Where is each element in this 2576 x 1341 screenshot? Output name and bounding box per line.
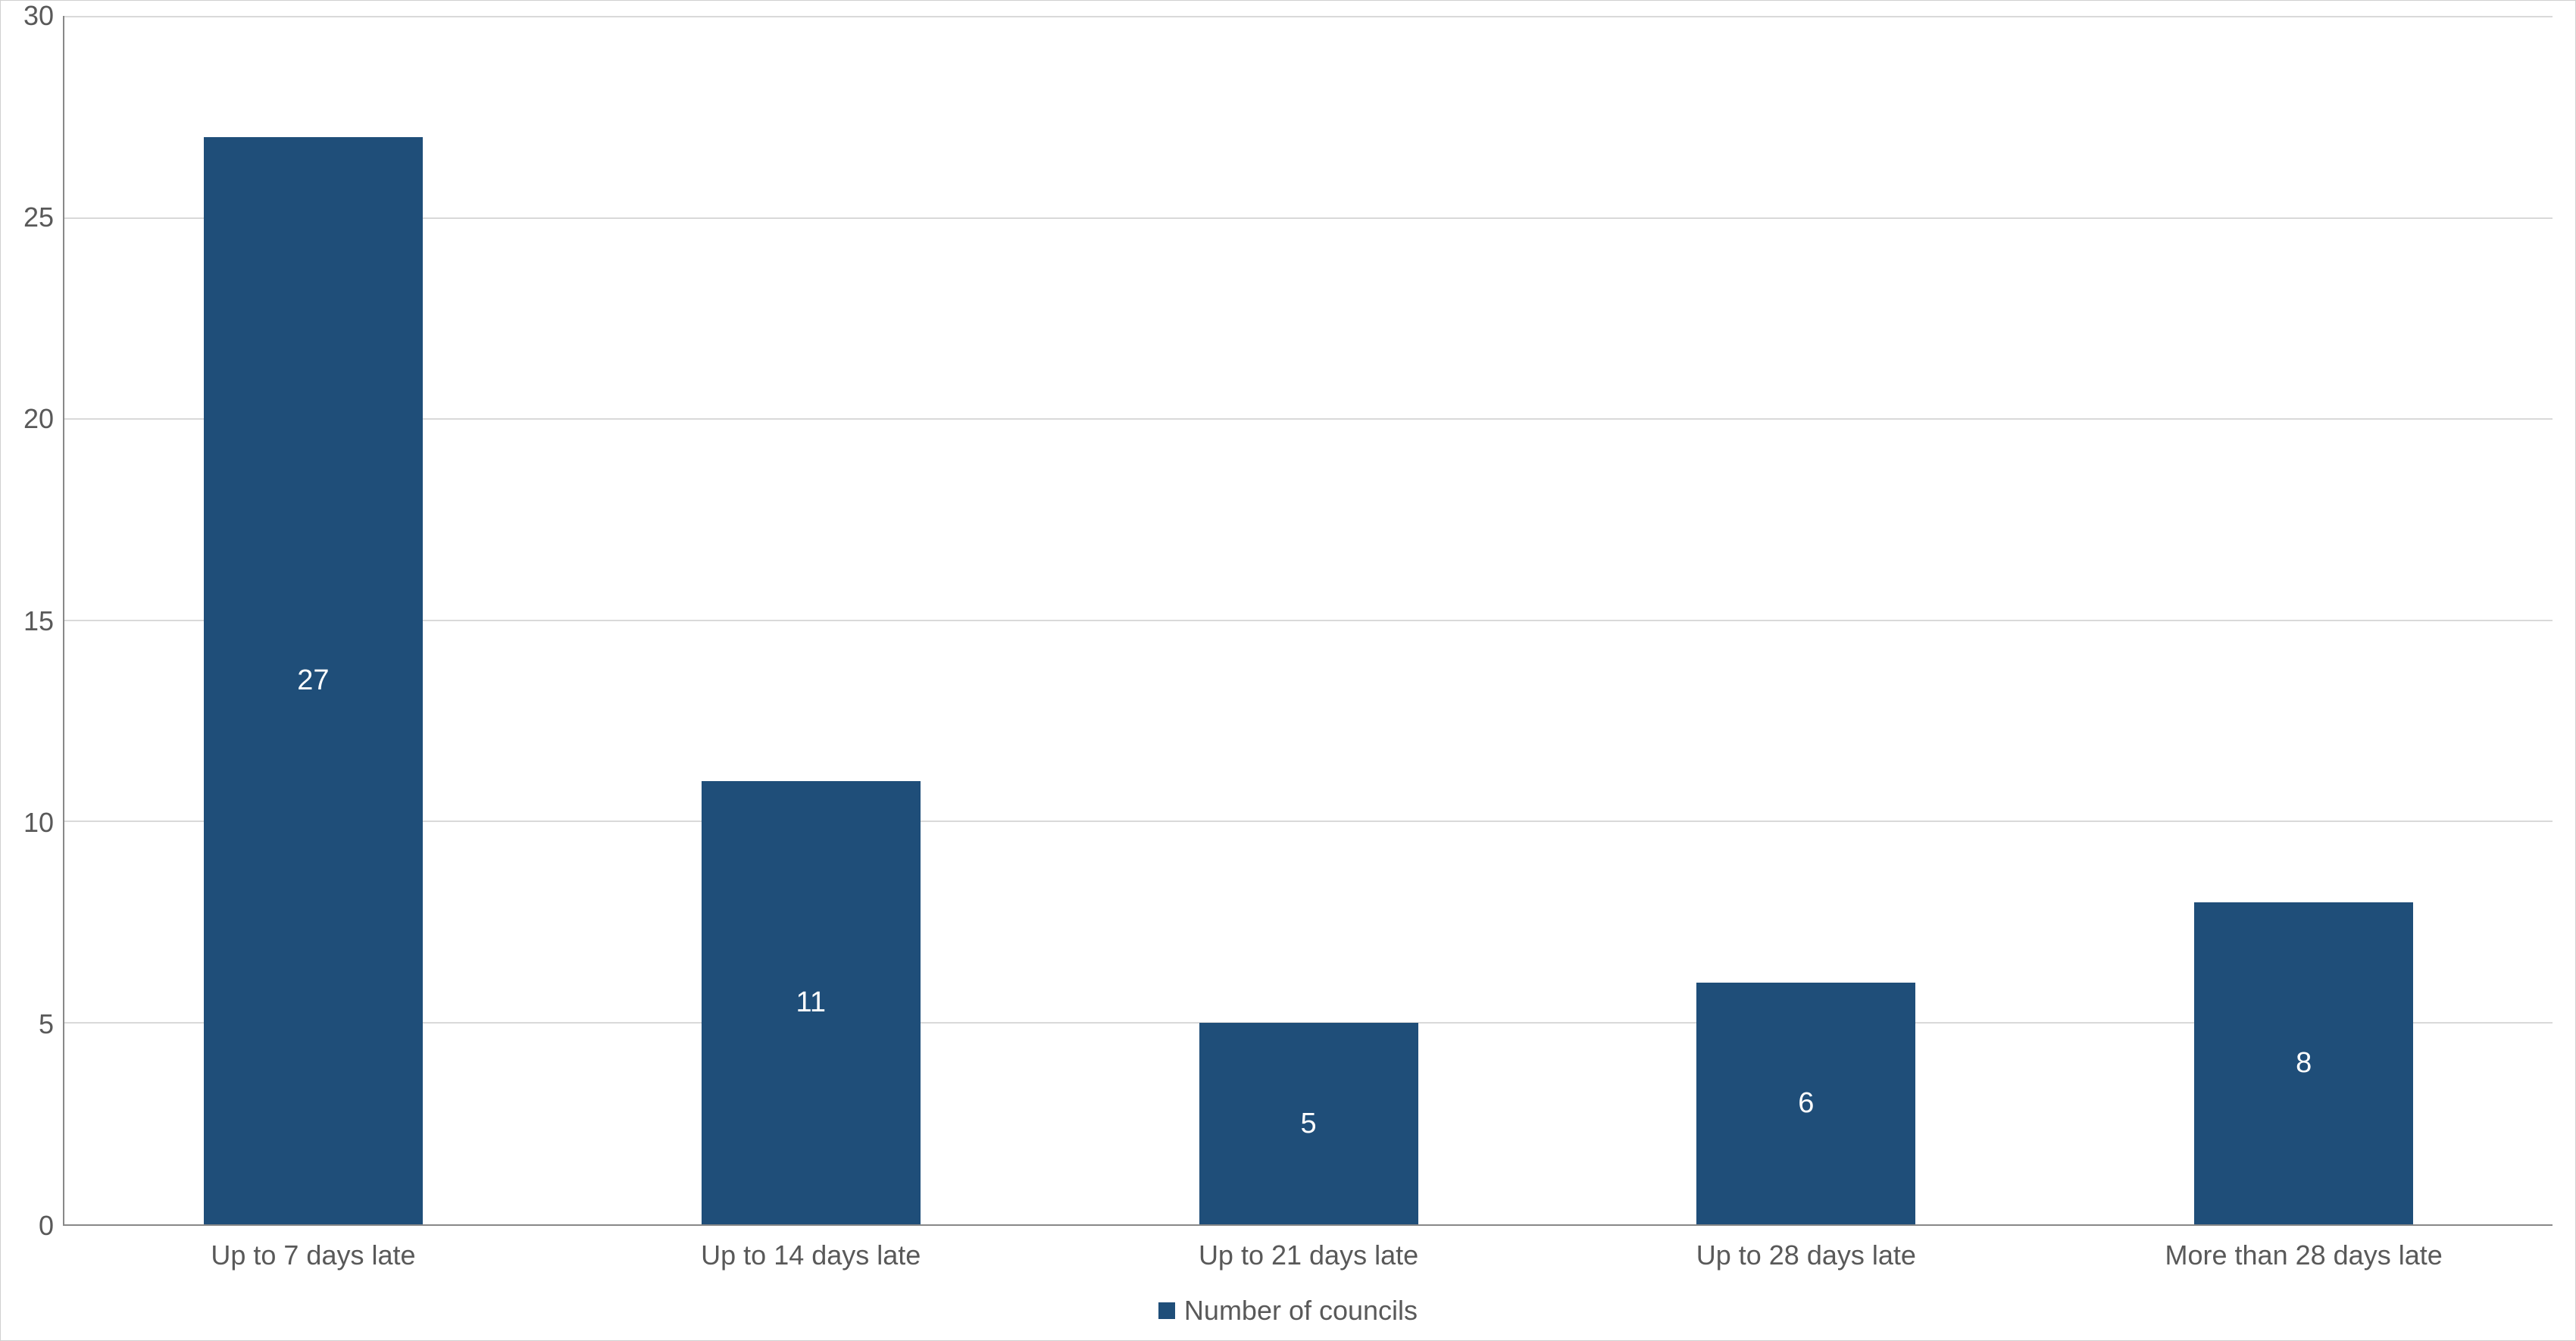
bar: 11 bbox=[702, 781, 921, 1224]
legend-swatch bbox=[1158, 1302, 1175, 1319]
bar-value-label: 11 bbox=[796, 986, 826, 1019]
chart-container: 302520151050 2711568 Up to 7 days lateUp… bbox=[0, 0, 2576, 1341]
bar-slot: 5 bbox=[1060, 16, 1558, 1224]
bar-value-label: 6 bbox=[1798, 1087, 1814, 1120]
x-axis-spacer bbox=[23, 1238, 64, 1274]
bars: 27 11 5 6 8 bbox=[64, 16, 2553, 1224]
legend-label: Number of councils bbox=[1184, 1295, 1418, 1327]
x-axis-category-label: Up to 14 days late bbox=[562, 1238, 1060, 1274]
y-axis: 302520151050 bbox=[23, 16, 63, 1226]
bar-slot: 11 bbox=[562, 16, 1060, 1224]
x-axis-category-label: More than 28 days late bbox=[2055, 1238, 2553, 1274]
x-axis-category-label: Up to 28 days late bbox=[1557, 1238, 2055, 1274]
bar-value-label: 27 bbox=[297, 664, 329, 697]
bar: 8 bbox=[2194, 902, 2413, 1224]
plot-area: 27 11 5 6 8 bbox=[63, 16, 2553, 1226]
x-axis-categories: Up to 7 days lateUp to 14 days lateUp to… bbox=[64, 1238, 2553, 1274]
bar-slot: 6 bbox=[1557, 16, 2055, 1224]
bar-value-label: 8 bbox=[2296, 1047, 2312, 1080]
bar: 27 bbox=[204, 137, 423, 1225]
bar-slot: 27 bbox=[64, 16, 562, 1224]
bar: 6 bbox=[1696, 983, 1915, 1224]
x-axis: Up to 7 days lateUp to 14 days lateUp to… bbox=[23, 1238, 2553, 1274]
x-axis-category-label: Up to 7 days late bbox=[64, 1238, 562, 1274]
x-axis-category-label: Up to 21 days late bbox=[1060, 1238, 1558, 1274]
bar: 5 bbox=[1199, 1023, 1418, 1224]
plot-row: 302520151050 27 11 5 6 8 bbox=[23, 16, 2553, 1226]
legend: Number of councils bbox=[23, 1295, 2553, 1327]
bar-slot: 8 bbox=[2055, 16, 2553, 1224]
bar-value-label: 5 bbox=[1300, 1108, 1316, 1140]
